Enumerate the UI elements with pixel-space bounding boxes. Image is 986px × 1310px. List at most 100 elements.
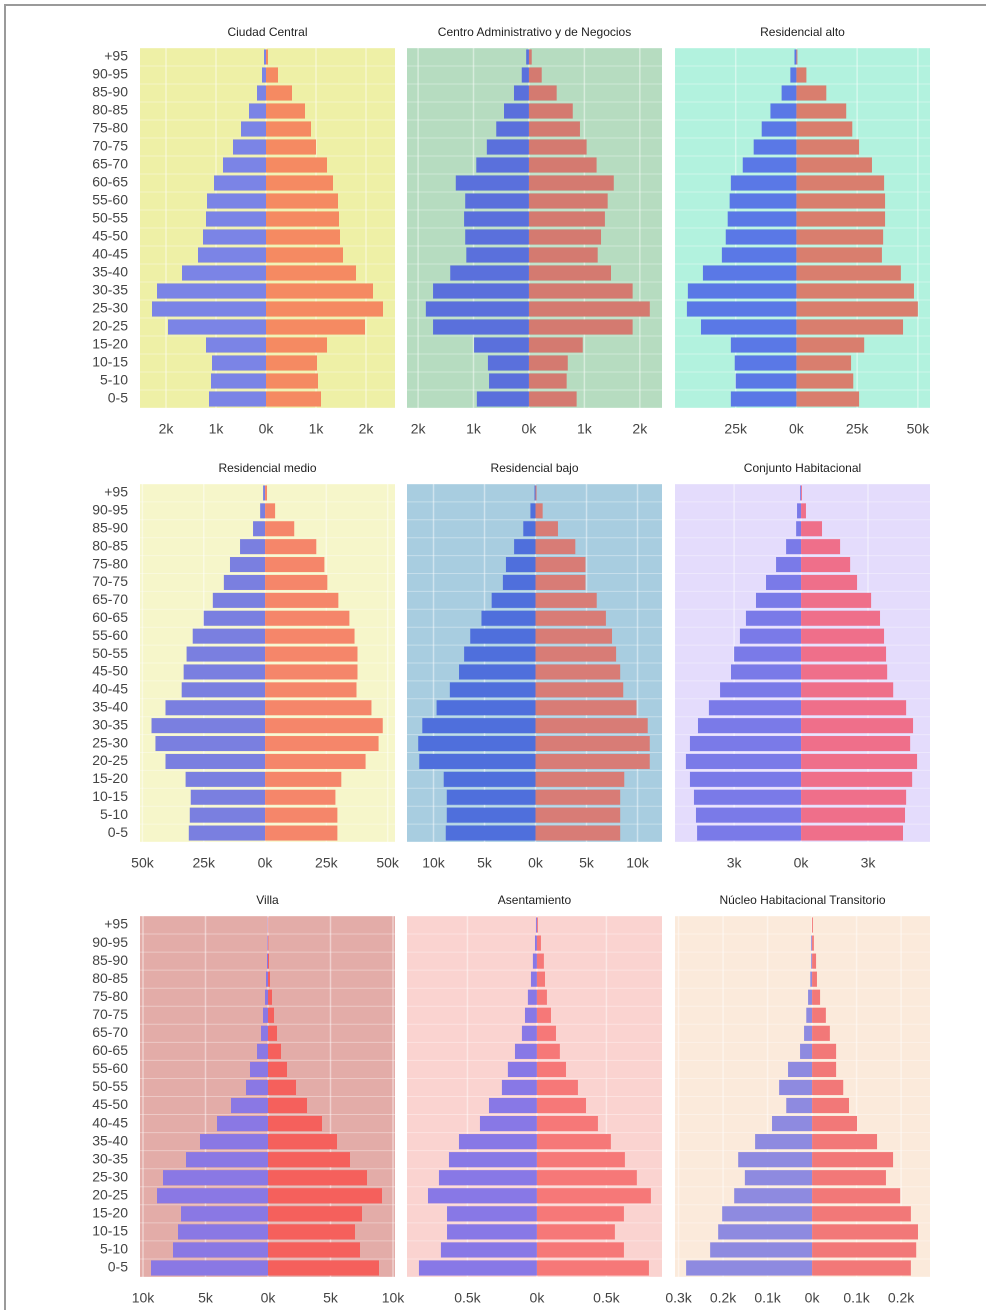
bar [796,337,865,353]
bar [745,610,802,626]
x-tick-label: 0k [789,421,805,437]
x-tick-label: 0.1k [754,1290,781,1306]
bar [266,337,327,353]
age-label: 45-50 [92,1096,128,1112]
bar [796,521,802,537]
bar [528,337,583,353]
bar [528,157,597,173]
x-tick-label: 0.2k [888,1290,915,1306]
x-tick-label: 50k [376,855,400,871]
x-tick-label: 1k [209,421,225,437]
bar [528,373,567,389]
bar [796,49,798,65]
bar [464,646,536,662]
bar [812,917,813,933]
x-tick-label: 0k [805,1290,821,1306]
panel-title: Residencial medio [218,461,316,475]
bar [812,1260,911,1276]
bar [446,807,536,823]
bar [267,953,268,969]
bar [206,337,266,353]
bar [266,139,316,155]
bar [796,193,886,209]
bar [265,771,342,787]
bar [266,103,305,119]
bar [266,301,383,317]
bar [801,753,918,769]
x-tick-label: 1k [309,421,325,437]
bar [425,301,529,317]
bar [796,103,847,119]
bar [528,139,587,155]
age-label: 85-90 [92,952,128,968]
x-tick-label: 3k [861,855,877,871]
age-label: 15-20 [92,336,128,352]
bar [779,1079,813,1096]
bar [257,85,266,101]
bar [812,1242,917,1258]
bar [185,771,266,787]
age-label: 80-85 [92,537,128,553]
bar [266,49,268,65]
age-label: 25-30 [92,734,128,750]
age-label: 50-55 [92,645,128,661]
bar [727,211,797,227]
bar [265,718,383,734]
bar [536,971,545,987]
bar [489,373,529,389]
bar [689,736,802,752]
bar [801,700,907,716]
age-label: 35-40 [92,264,128,280]
bar [812,1115,858,1132]
bar [165,753,266,769]
bar [513,85,529,101]
bar [685,753,802,769]
age-label: 55-60 [92,627,128,643]
bar [535,485,537,501]
bar [268,935,269,951]
age-label: 30-35 [92,1150,128,1166]
bar [755,592,802,608]
bar [535,789,621,805]
bar [418,1260,537,1276]
bar [808,989,813,1005]
bar [438,1170,537,1186]
bar [796,67,807,83]
bar [536,1025,556,1041]
bar [796,355,852,371]
bar [526,49,529,65]
bar [534,935,537,951]
frame [4,4,986,1310]
bar [266,373,318,389]
bar [536,1007,551,1023]
bar [796,85,827,101]
bar [535,539,576,555]
bar [206,211,266,227]
age-label: 75-80 [92,120,128,136]
bar [811,935,813,951]
bar [535,736,650,752]
bar [796,211,886,227]
bar [535,753,650,769]
bar [708,700,802,716]
bar [528,247,598,263]
bar [535,646,617,662]
age-label: 80-85 [92,970,128,986]
x-tick-label: 1k [577,421,593,437]
bar [157,1188,268,1204]
bar [536,1188,651,1204]
bar [739,628,802,644]
bar [268,1134,337,1150]
bar [217,1115,268,1132]
bar [263,1007,268,1023]
bar [265,521,295,537]
bar [470,628,536,644]
bar [265,592,339,608]
bar [240,539,266,555]
bar [796,391,860,407]
bar [265,807,338,823]
bar [812,1188,901,1204]
bar [268,1152,350,1168]
x-tick-label: 0.1k [843,1290,870,1306]
bar [528,355,568,371]
